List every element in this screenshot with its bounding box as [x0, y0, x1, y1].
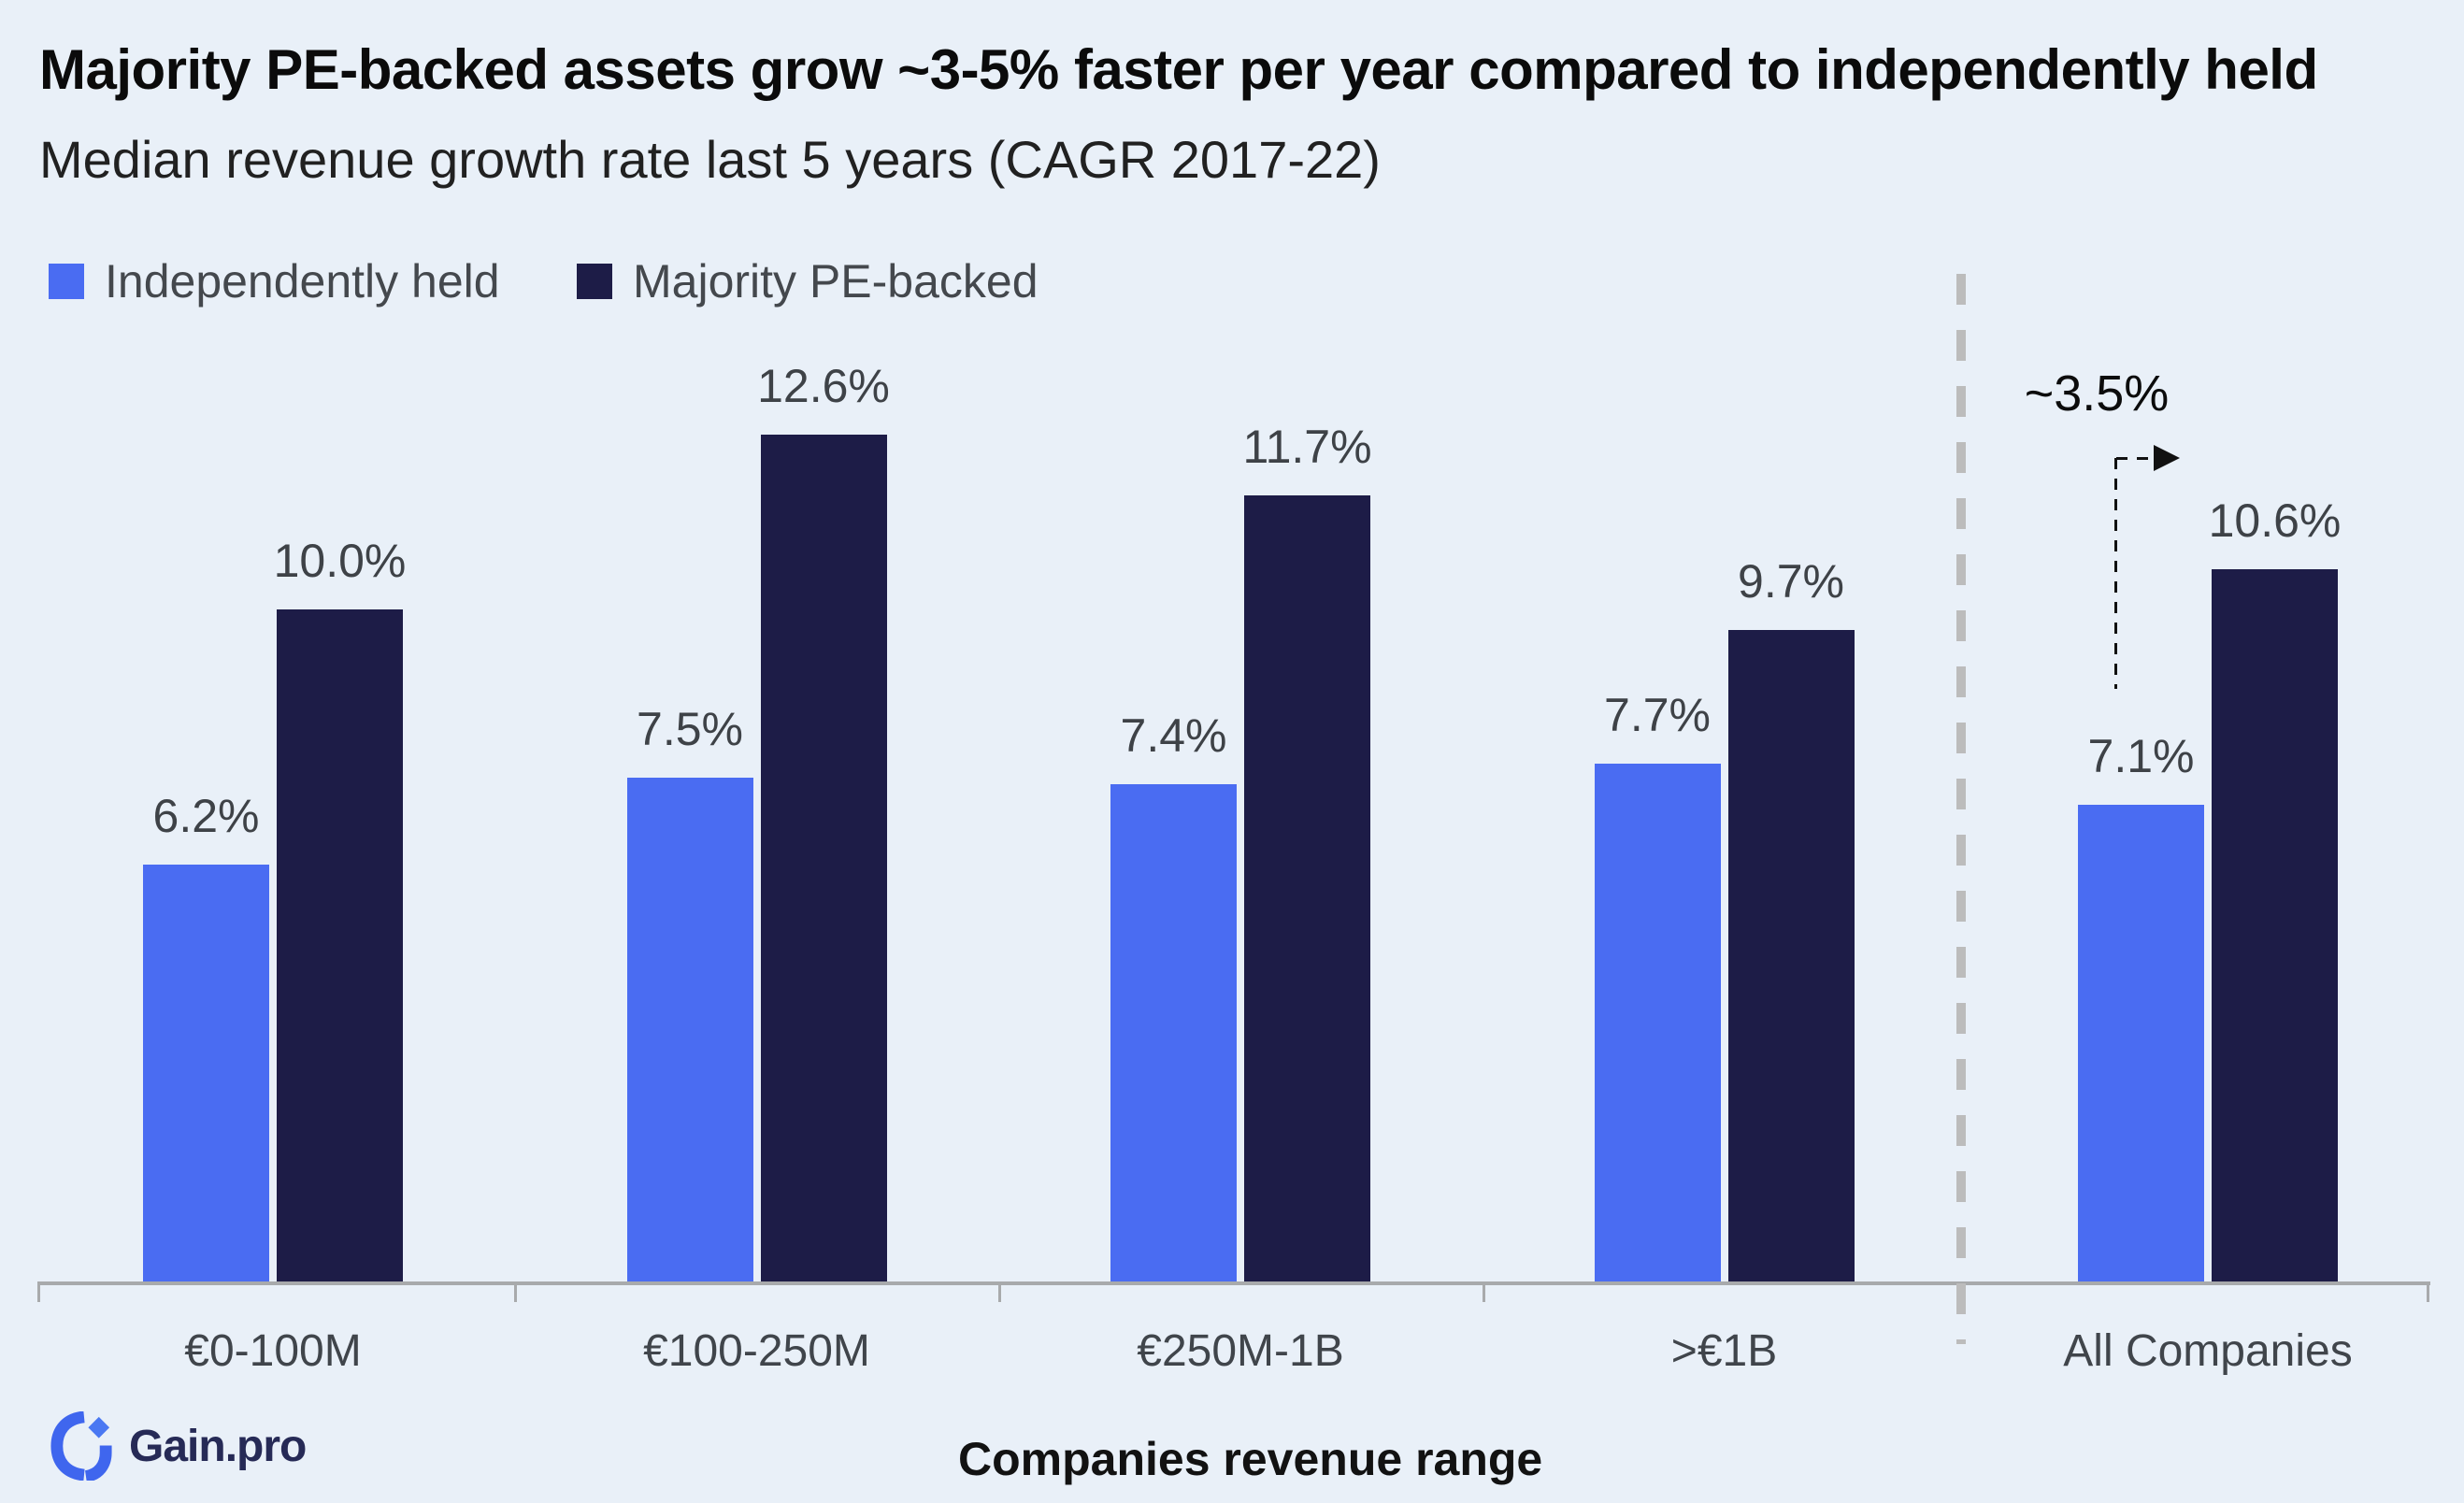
gainpro-logo: Gain.pro — [49, 1411, 307, 1481]
bar-value-label: 11.7% — [1242, 420, 1372, 473]
bar-independently-held — [1110, 783, 1237, 1281]
x-axis-line — [37, 1281, 2430, 1285]
bar-independently-held — [626, 777, 753, 1281]
annotation-text: ~3.5% — [2024, 365, 2170, 422]
legend-item-independently-held: Independently held — [49, 254, 500, 308]
x-axis-tick — [1483, 1285, 1485, 1302]
annotation-arrow-vertical-line — [2114, 458, 2117, 689]
annotation-arrow-horizontal-line — [2116, 457, 2156, 460]
bar-value-label: 9.7% — [1738, 554, 1844, 608]
bar-majority-pe-backed — [760, 435, 887, 1281]
x-axis-tick — [37, 1285, 40, 1302]
x-axis-category-label: €250M-1B — [1137, 1326, 1344, 1376]
bar-independently-held — [1594, 764, 1721, 1281]
gainpro-logo-icon — [50, 1411, 112, 1481]
page-title: Majority PE-backed assets grow ~3-5% fas… — [39, 38, 2318, 101]
legend-swatch-independently-held — [49, 264, 84, 299]
page-subtitle: Median revenue growth rate last 5 years … — [39, 130, 1381, 189]
legend-item-majority-pe-backed: Majority PE-backed — [577, 254, 1039, 308]
arrow-right-head-icon — [2154, 445, 2180, 471]
x-axis-tick — [514, 1285, 517, 1302]
bar-value-label: 10.6% — [2208, 494, 2342, 547]
bar-independently-held — [143, 865, 269, 1281]
bar-value-label: 12.6% — [757, 360, 890, 413]
x-axis-category-label: €0-100M — [184, 1326, 362, 1376]
bar-value-label: 10.0% — [273, 535, 407, 587]
legend-label: Independently held — [105, 255, 500, 308]
legend-swatch-majority-pe-backed — [577, 264, 612, 299]
bar-majority-pe-backed — [1244, 494, 1370, 1281]
bar-value-label: 7.1% — [2087, 729, 2195, 782]
bar-value-label: 7.5% — [637, 702, 743, 755]
separator-dashed-line — [1956, 274, 1966, 1344]
bar-value-label: 7.7% — [1604, 689, 1711, 742]
gainpro-logo-text: Gain.pro — [129, 1421, 307, 1471]
bar-majority-pe-backed — [2212, 568, 2338, 1281]
x-axis-category-label: €100-250M — [643, 1326, 870, 1376]
legend-label: Majority PE-backed — [633, 255, 1039, 308]
x-axis-tick — [998, 1285, 1001, 1302]
bar-independently-held — [2078, 804, 2204, 1281]
x-axis-category-label: All Companies — [2063, 1326, 2353, 1376]
bar-value-label: 7.4% — [1120, 709, 1227, 762]
x-axis-title: Companies revenue range — [958, 1433, 1543, 1485]
x-axis-tick — [2427, 1285, 2429, 1302]
bar-majority-pe-backed — [1727, 629, 1855, 1281]
bar-value-label: 6.2% — [152, 790, 260, 843]
x-axis-category-label: >€1B — [1670, 1326, 1778, 1376]
bar-majority-pe-backed — [277, 609, 403, 1281]
